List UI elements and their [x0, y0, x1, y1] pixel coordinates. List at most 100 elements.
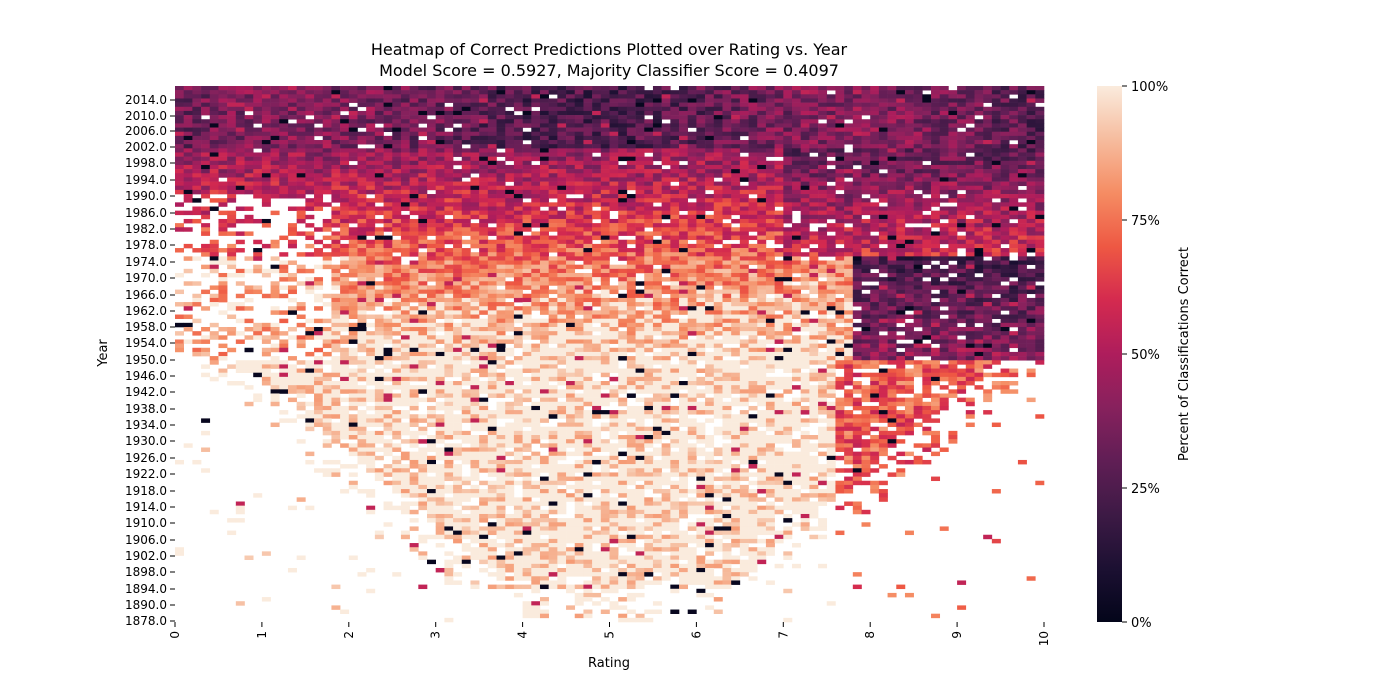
heatmap-cell	[409, 86, 419, 91]
heatmap-cell	[974, 310, 984, 315]
heatmap-cell	[661, 156, 671, 162]
heatmap-cell	[661, 102, 671, 108]
heatmap-cell	[1026, 210, 1036, 216]
heatmap-cell	[652, 86, 662, 91]
heatmap-cell	[939, 98, 949, 103]
heatmap-cell	[279, 115, 289, 120]
heatmap-cell	[453, 110, 463, 116]
heatmap-cell	[600, 90, 610, 95]
heatmap-cell	[861, 102, 871, 108]
heatmap-cell	[513, 90, 523, 95]
heatmap-cell	[652, 256, 662, 261]
heatmap-cell	[731, 218, 741, 224]
heatmap-cell	[983, 285, 993, 290]
heatmap-cell	[1026, 239, 1036, 245]
heatmap-cell	[418, 314, 428, 319]
heatmap-cell	[279, 177, 289, 182]
heatmap-cell	[974, 314, 984, 319]
heatmap-cell	[991, 218, 1001, 224]
heatmap-cell	[522, 152, 532, 157]
heatmap-cell	[235, 152, 245, 157]
heatmap-cell	[931, 198, 941, 203]
heatmap-cell	[1000, 98, 1010, 103]
heatmap-cell	[479, 90, 489, 95]
heatmap-cell	[618, 210, 628, 216]
heatmap-cell	[1009, 239, 1019, 245]
heatmap-cell	[461, 123, 471, 128]
heatmap-cell	[235, 169, 245, 174]
heatmap-cell	[957, 194, 967, 199]
heatmap-cell	[461, 277, 471, 282]
heatmap-cell	[887, 272, 897, 278]
heatmap-cell	[748, 115, 758, 120]
heatmap-cell	[661, 144, 671, 149]
heatmap-cell	[557, 281, 567, 286]
heatmap-cell	[340, 306, 350, 311]
heatmap-cell	[583, 115, 593, 120]
heatmap-cell	[383, 272, 393, 278]
heatmap-cell	[635, 198, 645, 203]
heatmap-cell	[774, 264, 784, 270]
heatmap-cell	[878, 223, 888, 228]
heatmap-cell	[618, 185, 628, 191]
heatmap-cell	[783, 218, 793, 224]
heatmap-cell	[722, 206, 732, 211]
heatmap-cell	[227, 272, 237, 278]
heatmap-cell	[722, 115, 732, 120]
heatmap-cell	[844, 185, 854, 191]
heatmap-cell	[357, 181, 367, 187]
heatmap-cell	[861, 239, 871, 245]
heatmap-cell	[600, 206, 610, 211]
heatmap-cell	[253, 135, 263, 141]
heatmap-cell	[479, 277, 489, 282]
heatmap-cell	[635, 152, 645, 157]
heatmap-cell	[357, 110, 367, 116]
heatmap-cell	[366, 252, 376, 257]
heatmap-cell	[991, 140, 1001, 145]
heatmap-cell	[374, 264, 384, 270]
heatmap-cell	[809, 156, 819, 162]
heatmap-cell	[600, 156, 610, 162]
heatmap-cell	[1017, 260, 1027, 265]
heatmap-cell	[791, 297, 801, 303]
heatmap-cell	[296, 90, 306, 95]
heatmap-cell	[348, 239, 358, 245]
heatmap-cell	[427, 194, 436, 199]
heatmap-cell	[748, 189, 758, 195]
heatmap-cell	[322, 127, 332, 133]
heatmap-cell	[609, 173, 619, 178]
heatmap-cell	[913, 214, 923, 220]
heatmap-cell	[731, 185, 741, 191]
heatmap-cell	[713, 281, 723, 286]
heatmap-cell	[887, 285, 897, 290]
heatmap-cell	[592, 260, 602, 265]
heatmap-cell	[270, 243, 280, 249]
heatmap-cell	[974, 252, 984, 257]
heatmap-cell	[409, 206, 419, 211]
heatmap-cell	[783, 160, 793, 166]
heatmap-cell	[209, 177, 219, 182]
heatmap-cell	[531, 181, 541, 187]
heatmap-cell	[635, 185, 645, 191]
heatmap-cell	[435, 185, 445, 191]
heatmap-cell	[444, 248, 454, 253]
heatmap-cell	[1035, 164, 1045, 170]
heatmap-cell	[175, 227, 184, 232]
heatmap-cell	[366, 110, 376, 116]
heatmap-cell	[453, 86, 463, 91]
heatmap-cell	[348, 314, 358, 319]
heatmap-cell	[661, 260, 671, 265]
heatmap-cell	[522, 214, 532, 220]
heatmap-cell	[296, 268, 306, 274]
heatmap-cell	[513, 314, 523, 319]
heatmap-cell	[496, 160, 506, 166]
heatmap-cell	[939, 248, 949, 253]
heatmap-cell	[818, 302, 828, 307]
heatmap-cell	[253, 144, 263, 149]
heatmap-cell	[791, 264, 801, 270]
heatmap-cell	[418, 106, 428, 112]
heatmap-cell	[583, 218, 593, 224]
heatmap-cell	[1035, 135, 1045, 141]
heatmap-cell	[809, 164, 819, 170]
heatmap-cell	[948, 210, 958, 216]
